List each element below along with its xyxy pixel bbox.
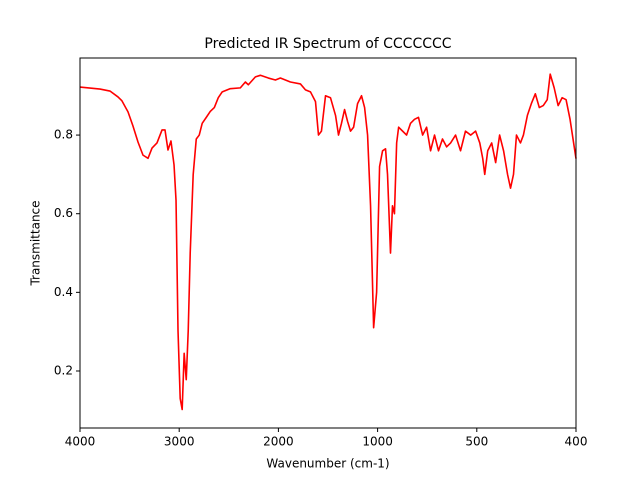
x-axis-label: Wavenumber (cm-1) — [266, 457, 389, 471]
y-tick-label: 0.6 — [54, 206, 73, 220]
y-tick-label: 0.2 — [54, 363, 73, 377]
chart-title: Predicted IR Spectrum of CCCCCCC — [204, 36, 451, 52]
y-tick-label: 0.8 — [54, 128, 73, 142]
x-tick-label: 400 — [565, 435, 588, 449]
y-tick-label: 0.4 — [54, 285, 73, 299]
x-tick-label: 500 — [465, 435, 488, 449]
plot-frame — [79, 57, 577, 429]
x-tick-label: 3000 — [164, 435, 195, 449]
spectrum-line — [79, 73, 577, 411]
x-tick-label: 2000 — [263, 435, 294, 449]
x-tick-label: 4000 — [65, 435, 96, 449]
y-axis-label: Transmittance — [29, 200, 43, 286]
x-tick-label: 1000 — [362, 435, 393, 449]
